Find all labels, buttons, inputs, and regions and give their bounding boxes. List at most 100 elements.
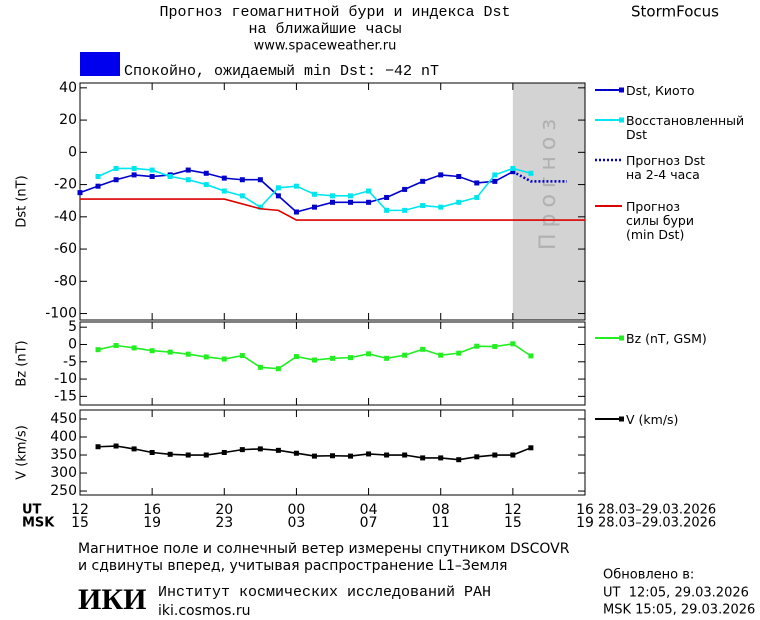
data-point [474, 343, 480, 349]
data-point [402, 186, 408, 192]
data-point [239, 353, 245, 359]
data-point [456, 174, 462, 180]
data-point [348, 199, 354, 205]
data-point [185, 177, 191, 183]
x-tick-label: 16 [143, 502, 161, 518]
y-tick-label: 5 [68, 319, 77, 335]
data-point [113, 443, 119, 449]
y-tick-label: 300 [50, 465, 77, 481]
y-tick-label: -15 [54, 388, 77, 404]
site: iki.cosmos.ru [158, 603, 250, 619]
plot-frame [79, 82, 586, 321]
data-point [402, 207, 408, 213]
data-point [239, 193, 245, 199]
updated-msk: MSK 15:05, 29.03.2026 [603, 603, 755, 618]
data-point [131, 172, 137, 178]
x-tick-label-msk: 15 [71, 515, 89, 531]
x-tick-label-msk: 15 [504, 515, 522, 531]
date-range: 28.03–29.03.2026 [598, 503, 716, 518]
data-point [402, 452, 408, 458]
data-point [221, 356, 227, 362]
plot-frame [79, 409, 586, 496]
data-point [131, 345, 137, 351]
data-point [311, 453, 317, 459]
data-point [239, 177, 245, 183]
data-point [438, 172, 444, 178]
data-point [528, 170, 534, 176]
title: Прогноз геомагнитной бури и индекса Dst [159, 4, 510, 21]
data-point [77, 190, 83, 196]
data-point [293, 209, 299, 215]
data-point [366, 188, 372, 194]
y-tick-label: 350 [50, 447, 77, 463]
data-point [330, 193, 335, 199]
data-point [510, 165, 516, 171]
x-tick-label: 00 [288, 502, 306, 518]
data-point [384, 355, 390, 361]
data-point [203, 452, 209, 458]
legend-marker [619, 117, 624, 123]
y-tick-label: -20 [54, 177, 77, 193]
x-tick-label-msk: 19 [143, 515, 161, 531]
y-tick-label: -100 [45, 306, 77, 322]
y-tick-label: 0 [68, 144, 77, 160]
x-tick-label: 20 [215, 502, 233, 518]
updated: Обновлено в: [603, 568, 694, 583]
y-tick-label: -40 [54, 209, 77, 225]
data-point [528, 445, 534, 451]
footer-note: и сдвинуты вперед, учитывая распростране… [78, 558, 507, 574]
data-point [257, 364, 263, 370]
data-point [203, 354, 209, 360]
plot-frame [79, 321, 586, 406]
y-axis-title: Bz (nT) [15, 340, 30, 386]
data-point [456, 457, 462, 463]
updated-ut: UT 12:05, 29.03.2026 [603, 586, 749, 601]
data-point [293, 450, 299, 456]
x-tick-label: 04 [360, 502, 378, 518]
data-point [275, 193, 281, 199]
x-tick-label: 12 [71, 502, 89, 518]
data-point [149, 174, 155, 180]
legend-entry: Прогноз Dst на 2-4 часа [626, 153, 706, 182]
data-point [167, 451, 173, 457]
y-axis-title: Dst (nT) [15, 175, 30, 227]
data-point [366, 451, 372, 457]
brand: StormFocus [631, 3, 719, 21]
data-point [149, 167, 155, 173]
data-point [510, 452, 516, 458]
x-tick-label-msk: 23 [215, 515, 233, 531]
data-point [492, 178, 498, 184]
y-axis-title: V (km/s) [15, 425, 30, 480]
data-point [113, 343, 119, 349]
data-point [366, 199, 372, 205]
x-tick-label: 12 [504, 502, 522, 518]
data-point [456, 350, 462, 356]
legend-entry: V (km/s) [626, 412, 679, 427]
x-tick-label-msk: 03 [288, 515, 306, 531]
data-point [510, 341, 516, 347]
data-point [239, 447, 245, 453]
data-point [275, 185, 281, 191]
data-point [528, 353, 534, 359]
data-point [113, 165, 119, 171]
forecast-region [512, 83, 585, 320]
data-point [257, 177, 263, 183]
data-point [438, 352, 444, 358]
data-point [149, 348, 155, 354]
data-point [203, 182, 209, 188]
series-line [80, 198, 585, 221]
data-point [474, 180, 480, 186]
data-point [348, 193, 354, 199]
data-point [492, 344, 498, 350]
data-point [293, 183, 299, 189]
x-tick-label-msk: 07 [360, 515, 378, 531]
y-tick-label: -10 [54, 371, 77, 387]
data-point [167, 174, 173, 180]
data-point [95, 174, 101, 180]
legend-marker [619, 416, 624, 422]
legend-marker [619, 335, 624, 341]
y-tick-label: 400 [50, 429, 77, 445]
data-point [185, 351, 191, 357]
